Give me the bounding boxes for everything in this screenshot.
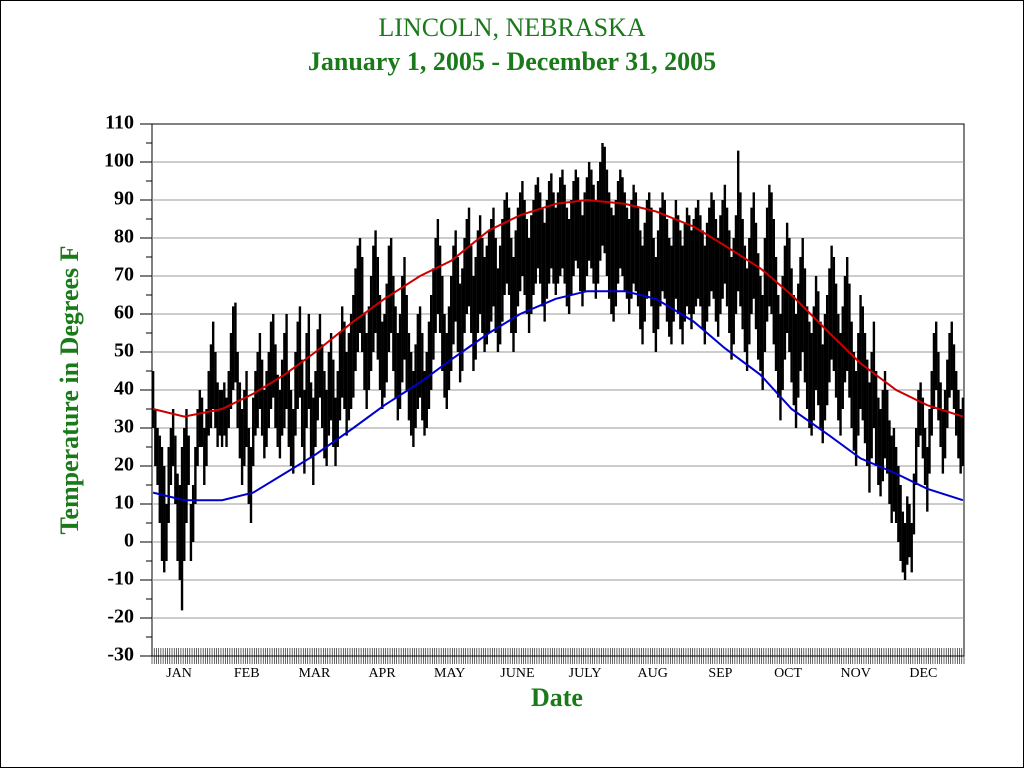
x-tick-label: AUG <box>638 666 668 681</box>
x-tick-label: JULY <box>569 666 602 681</box>
y-tick-label: 10 <box>114 492 134 514</box>
x-tick-label: NOV <box>841 666 871 681</box>
normal-high-line <box>152 198 964 418</box>
y-tick-label: 90 <box>114 188 134 210</box>
x-tick-label: JAN <box>166 666 192 681</box>
y-tick-label: 100 <box>104 150 134 172</box>
x-tick-label: JUNE <box>500 666 534 681</box>
chart-title: LINCOLN, NEBRASKA <box>378 13 645 42</box>
x-tick-label: OCT <box>774 666 802 681</box>
normal-low-line <box>152 290 964 502</box>
x-tick-label: MAY <box>434 666 465 681</box>
chart-subtitle: January 1, 2005 - December 31, 2005 <box>308 47 716 76</box>
y-axis-label: Temperature in Degrees F <box>55 245 84 534</box>
x-axis-label: Date <box>531 683 583 712</box>
y-tick-label: -10 <box>107 568 134 590</box>
y-tick-label: 40 <box>114 378 134 400</box>
y-tick-label: 110 <box>105 112 134 134</box>
y-tick-label: 50 <box>114 340 134 362</box>
x-tick-label: DEC <box>909 666 937 681</box>
y-tick-label: 0 <box>124 530 134 552</box>
x-tick-label: MAR <box>298 666 331 681</box>
y-tick-label: 60 <box>114 302 134 324</box>
y-tick-label: -20 <box>107 606 134 628</box>
x-tick-label: APR <box>368 666 396 681</box>
x-tick-label: FEB <box>234 666 260 681</box>
x-tick-label: SEP <box>708 666 732 681</box>
y-tick-label: 20 <box>114 454 134 476</box>
y-tick-label: 80 <box>114 226 134 248</box>
y-tick-label: 30 <box>114 416 134 438</box>
y-tick-label: -30 <box>107 644 134 666</box>
y-tick-label: 70 <box>114 264 134 286</box>
